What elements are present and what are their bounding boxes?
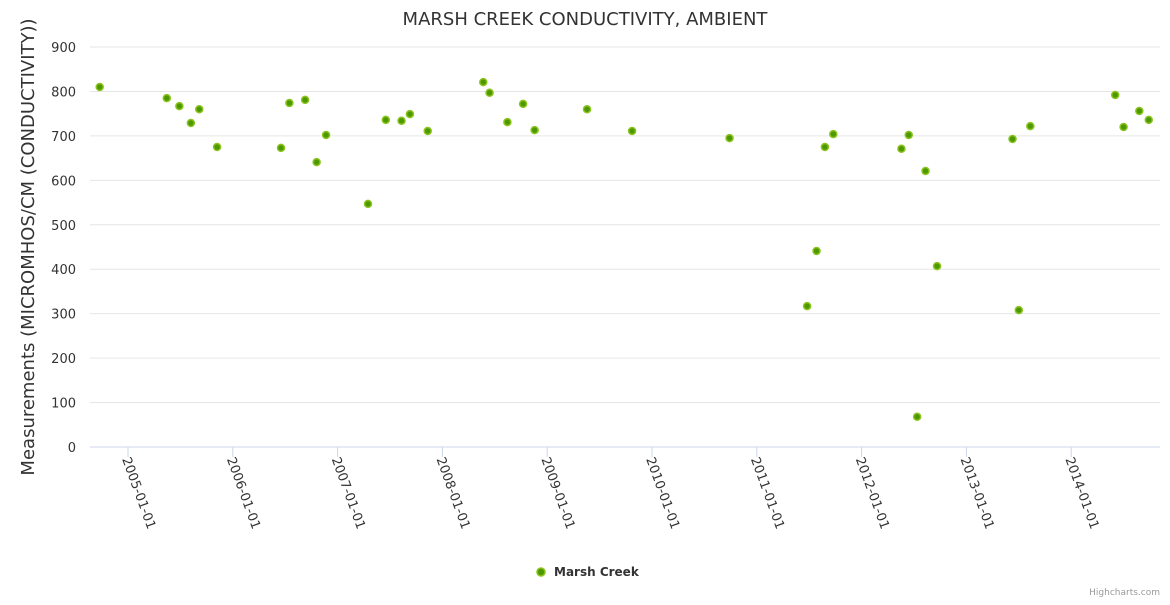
data-point[interactable] (1119, 122, 1128, 132)
y-tick-label: 200 (51, 352, 76, 367)
x-tick-label: 2008-01-01 (433, 455, 473, 531)
data-point[interactable] (363, 199, 373, 209)
data-point[interactable] (912, 412, 922, 422)
data-point[interactable] (802, 301, 812, 311)
x-tick-label: 2009-01-01 (537, 455, 577, 531)
x-tick-label: 2010-01-01 (642, 455, 682, 531)
y-tick-label: 700 (51, 130, 76, 145)
data-point[interactable] (725, 133, 734, 143)
y-tick-label: 800 (51, 85, 76, 100)
y-axis: 0 100 200 300 400 500 600 700 800 900 (51, 41, 76, 456)
chart-title: MARSH CREEK CONDUCTIVITY, AMBIENT (403, 9, 769, 30)
data-point[interactable] (921, 166, 930, 176)
x-tick-label: 2013-01-01 (957, 455, 997, 531)
data-point[interactable] (820, 142, 830, 152)
data-point[interactable] (1014, 305, 1024, 315)
y-tick-label: 400 (51, 263, 76, 278)
data-point[interactable] (627, 126, 637, 136)
data-point[interactable] (285, 98, 294, 108)
grid (90, 46, 1160, 404)
data-point[interactable] (812, 246, 821, 256)
data-point[interactable] (312, 157, 321, 167)
y-tick-label: 500 (51, 219, 76, 234)
x-tick-label: 2006-01-01 (223, 455, 263, 531)
x-tick-label: 2012-01-01 (852, 455, 892, 531)
data-point[interactable] (423, 126, 432, 136)
data-point[interactable] (195, 104, 204, 114)
data-point[interactable] (904, 130, 914, 140)
x-tick-label: 2014-01-01 (1061, 455, 1101, 531)
y-tick-label: 600 (51, 174, 76, 189)
legend-item-marsh-creek[interactable]: Marsh Creek (536, 565, 640, 579)
data-point[interactable] (530, 125, 539, 135)
data-point[interactable] (582, 104, 592, 114)
data-point[interactable] (300, 95, 310, 105)
x-tick-label: 2011-01-01 (747, 455, 787, 531)
y-tick-label: 300 (51, 308, 76, 323)
data-point[interactable] (1026, 121, 1035, 131)
legend-label: Marsh Creek (554, 565, 640, 579)
data-point[interactable] (397, 116, 406, 126)
x-axis: 2005-01-01 2006-01-01 2007-01-01 2008-01-01… (90, 446, 1160, 531)
data-point[interactable] (503, 117, 512, 127)
data-point[interactable] (1008, 134, 1017, 144)
data-point[interactable] (829, 129, 838, 139)
data-point[interactable] (381, 115, 391, 125)
series-marsh-creek[interactable] (95, 77, 1154, 422)
y-axis-label: Measurements (MICROMHOS/CM (CONDUCTIVITY… (18, 18, 39, 475)
x-tick-label: 2007-01-01 (328, 455, 368, 531)
data-point[interactable] (95, 82, 104, 92)
data-point[interactable] (276, 143, 286, 153)
data-point[interactable] (1135, 106, 1144, 116)
legend-marker (536, 567, 546, 577)
data-point[interactable] (175, 101, 184, 111)
data-point[interactable] (212, 142, 222, 152)
data-point[interactable] (518, 99, 528, 109)
data-point[interactable] (321, 130, 331, 140)
data-point[interactable] (405, 109, 415, 119)
data-point[interactable] (186, 118, 196, 128)
y-tick-label: 100 (51, 397, 76, 412)
data-point[interactable] (485, 88, 494, 98)
data-point[interactable] (897, 144, 906, 154)
data-point[interactable] (932, 261, 942, 271)
y-tick-label: 900 (51, 41, 76, 56)
data-point[interactable] (162, 93, 172, 103)
x-tick-label: 2005-01-01 (118, 455, 158, 531)
y-tick-label: 0 (68, 441, 76, 456)
data-point[interactable] (1144, 115, 1154, 125)
data-point[interactable] (479, 77, 488, 87)
credits-link[interactable]: Highcharts.com (1089, 588, 1160, 598)
data-point[interactable] (1110, 90, 1120, 100)
